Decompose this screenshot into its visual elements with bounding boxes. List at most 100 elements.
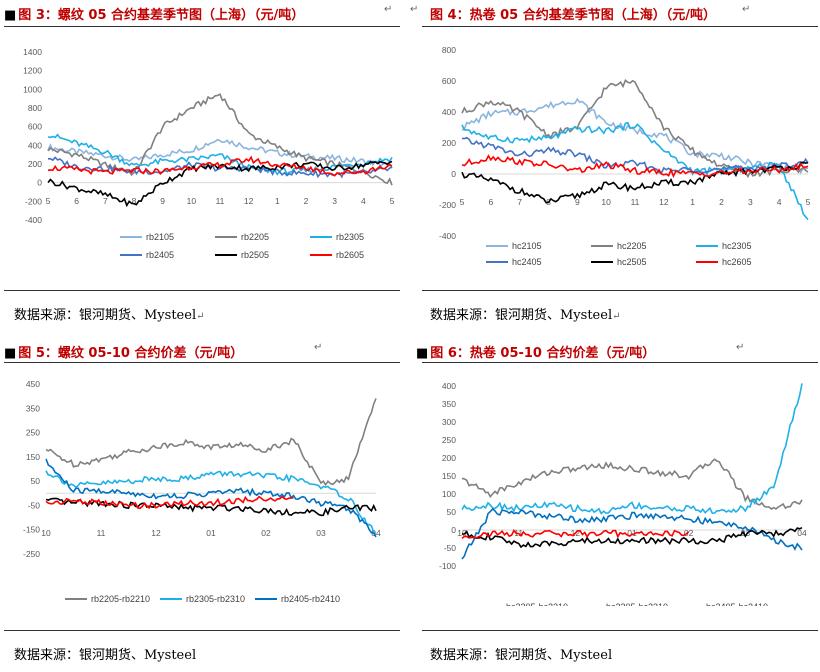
x-tick-label: 5 [460,197,465,207]
series-line-rb2205-rb2210 [45,398,377,487]
title-text: 图 3：螺纹 05 合约基差季节图（上海）（元/吨） [18,8,305,23]
series-line-rb2105 [47,138,393,169]
x-tick-label: 01 [627,528,637,538]
bottom-rule [422,290,818,291]
x-tick-label: 02 [684,528,694,538]
title-rule [422,26,818,27]
series-line-hc2305-hc2310 [461,383,803,515]
title-rule [4,26,400,27]
x-tick-label: 9 [575,197,580,207]
y-tick-label: -100 [439,561,456,571]
series-line-hc2405-hc2410 [461,507,803,560]
x-tick-label: 12 [659,197,669,207]
x-tick-label: 10 [41,528,51,538]
x-tick-label: 2 [304,196,309,206]
title-bullet: ■ [4,346,17,361]
x-tick-label: 11 [216,196,225,206]
x-tick-label: 11 [631,197,640,207]
legend-label: hc2505 [617,257,647,267]
series-line-hc2505 [461,161,809,204]
legend-label: hc2105 [512,241,542,251]
y-tick-label: 250 [442,435,456,445]
y-tick-label: 800 [28,103,42,113]
x-tick-label: 11 [97,528,106,538]
source-text: 数据来源：银河期货、Mysteel [14,648,197,663]
y-tick-label: 350 [26,403,40,413]
legend-label: rb2305 [336,232,364,242]
return-mark: ↵ [612,311,621,322]
y-tick-label: 300 [442,417,456,427]
x-tick-label: 7 [517,197,522,207]
y-tick-label: 350 [442,399,456,409]
x-tick-label: 10 [601,197,611,207]
title-rule [422,362,818,363]
title-text: 图 5：螺纹 05-10 合约价差（元/吨） [18,346,244,361]
y-tick-label: -200 [25,196,42,206]
y-tick-label: 100 [442,489,456,499]
y-tick-label: -250 [23,549,40,559]
x-tick-label: 1 [690,197,695,207]
chart-area: -250 -150 -50 50 150 250 350 450 10 11 12 01 02 03 04 r… [23,379,381,604]
source-note: 数据来源：银河期货、Mysteel [430,644,612,663]
x-tick-label: 4 [361,196,366,206]
source-note: 数据来源：银河期货、Mysteel↵ [430,304,621,323]
y-tick-label: 0 [451,525,456,535]
x-tick-label: 01 [206,528,216,538]
title-bullet: ■ [416,346,429,361]
title-rule [4,362,400,363]
x-tick-label: 7 [103,196,108,206]
legend-label: rb2605 [336,250,364,260]
x-tick-label: 04 [797,528,807,538]
y-tick-label: 0 [451,169,456,179]
chart-panel-rebar-spread: ■ 图 5：螺纹 05-10 合约价差（元/吨） ↵ -250 -150 -50 50 1… [0,336,410,672]
y-tick-label: -50 [444,543,457,553]
legend-label: rb2205-rb2210 [91,594,150,604]
y-tick-label: 0 [37,178,42,188]
x-tick-label: 10 [457,528,467,538]
source-text: 数据来源：银河期货、Mysteel [430,308,613,323]
y-tick-label: 150 [442,471,456,481]
y-tick-label: -400 [25,215,42,225]
return-mark: ↵ [384,4,393,15]
return-mark: ↵ [742,4,751,15]
legend-label: hc2305 [722,241,752,251]
x-tick-label: 12 [151,528,161,538]
return-mark: ↵ [196,311,205,322]
y-tick-label: 400 [442,107,456,117]
series-line-hc2205-hc2210 [461,458,803,510]
series-line-rb2605-rb2610 [45,495,294,510]
series-line-hc2605-hc2610 [461,529,690,540]
y-tick-label: 200 [442,453,456,463]
y-tick-label: -400 [439,231,456,241]
x-tick-label: 12 [244,196,254,206]
chart-panel-rebar-basis: ■ 图 3：螺纹 05 合约基差季节图（上海）（元/吨） ↵ -400 -200 0 2… [0,0,410,336]
series-line-rb2205 [47,93,393,186]
y-tick-label: 600 [28,122,42,132]
y-tick-label: 250 [26,428,40,438]
x-tick-label: 6 [74,196,79,206]
x-tick-label: 5 [390,196,395,206]
x-tick-label: 3 [748,197,753,207]
series-line-rb2305 [47,133,393,176]
legend-label: rb2505 [241,250,269,260]
y-tick-label: 600 [442,76,456,86]
title-text: 图 6：热卷 05-10 合约价差（元/吨） [430,346,656,361]
bottom-rule [4,630,400,631]
series-line-rb2605 [47,155,393,177]
y-tick-label: -50 [28,500,41,510]
y-tick-label: 200 [442,138,456,148]
legend-label: hc2405 [512,257,542,267]
title-text: 图 4：热卷 05 合约基差季节图（上海）（元/吨） [430,8,716,23]
series-line-rb2505-rb2510 [45,497,377,517]
chart-title: ■ 图 6：热卷 05-10 合约价差（元/吨） [416,342,655,361]
source-note: 数据来源：银河期货、Mysteel [14,644,196,663]
chart-title: 图 4：热卷 05 合约基差季节图（上海）（元/吨） [430,4,716,23]
y-tick-label: 50 [31,476,41,486]
legend-label: hc2605 [722,257,752,267]
y-tick-label: 400 [442,381,456,391]
y-tick-label: 50 [447,507,457,517]
y-tick-label: -200 [439,200,456,210]
y-tick-label: 450 [26,379,40,389]
y-tick-label: 150 [26,452,40,462]
return-mark-left: ↵ [410,4,419,15]
